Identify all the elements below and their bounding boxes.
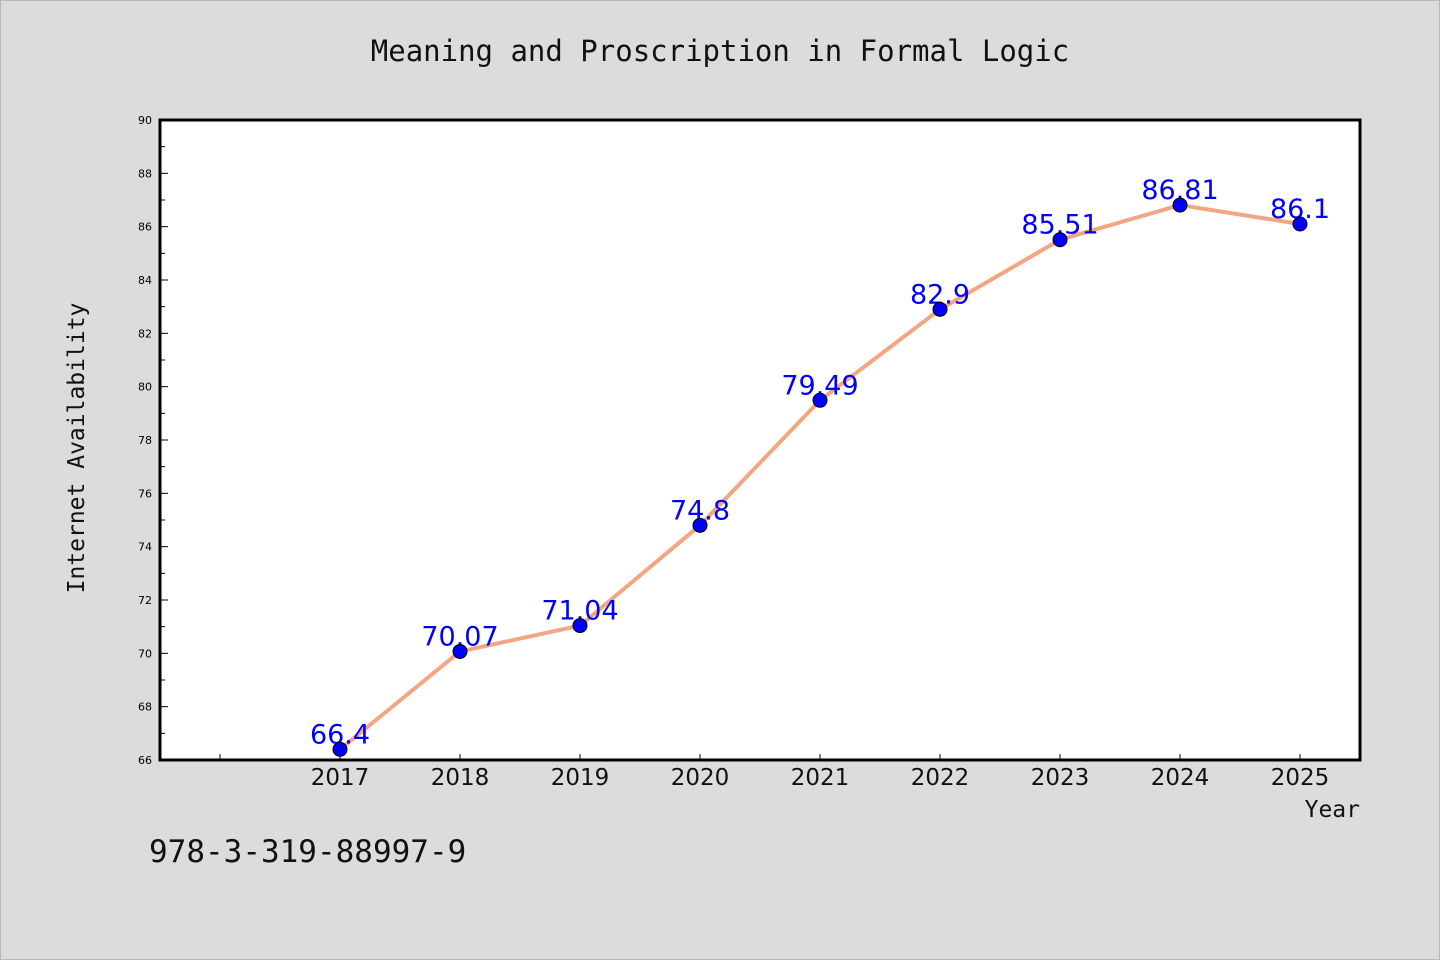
y-tick-label: 72 xyxy=(138,594,152,607)
x-tick-label: 2021 xyxy=(791,765,850,791)
data-point xyxy=(1172,197,1188,213)
x-tick-label: 2023 xyxy=(1031,765,1090,791)
y-tick-label: 66 xyxy=(138,754,152,767)
y-tick-label: 74 xyxy=(138,541,152,554)
data-point xyxy=(572,618,588,634)
y-tick-label: 80 xyxy=(138,381,152,394)
chart-title: Meaning and Proscription in Formal Logic xyxy=(370,34,1070,68)
x-tick-label: 2025 xyxy=(1271,765,1330,791)
x-tick-label: 2019 xyxy=(551,765,610,791)
y-tick-label: 68 xyxy=(138,701,152,714)
x-tick-label: 2022 xyxy=(911,765,970,791)
y-tick-label: 84 xyxy=(138,274,152,287)
data-point xyxy=(332,741,348,757)
plot-area xyxy=(160,120,1360,760)
y-tick-label: 76 xyxy=(138,487,152,500)
plot-border xyxy=(158,118,1362,762)
x-tick-label: 2020 xyxy=(671,765,730,791)
y-tick-label: 78 xyxy=(138,434,152,447)
data-point xyxy=(452,643,468,659)
data-point xyxy=(932,301,948,317)
x-tick-label: 2024 xyxy=(1151,765,1210,791)
data-point xyxy=(812,392,828,408)
y-tick-label: 88 xyxy=(138,167,152,180)
data-point xyxy=(692,517,708,533)
y-tick-label: 86 xyxy=(138,221,152,234)
data-point xyxy=(1052,232,1068,248)
x-tick-label: 2017 xyxy=(311,765,370,791)
y-tick-label: 70 xyxy=(138,647,152,660)
isbn-footnote: 978-3-319-88997-9 xyxy=(149,834,467,870)
y-tick-label: 82 xyxy=(138,327,152,340)
x-tick-label: 2018 xyxy=(431,765,490,791)
y-tick-label: 90 xyxy=(138,114,152,127)
x-axis-label: Year xyxy=(1304,797,1360,823)
data-point xyxy=(1292,216,1308,232)
